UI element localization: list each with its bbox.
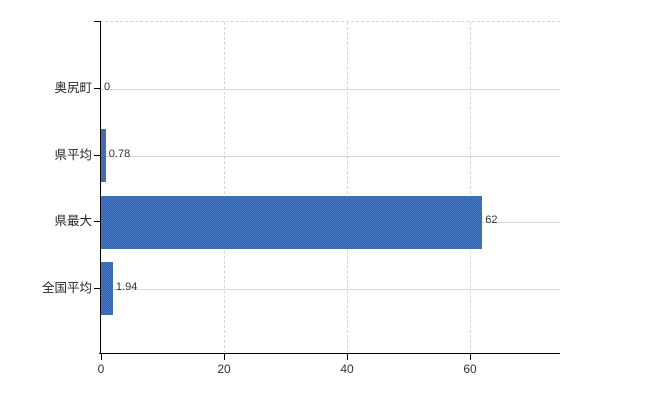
value-label: 0.78 [108, 147, 131, 160]
bar [101, 262, 113, 316]
x-axis-line [99, 353, 560, 354]
category-label: 全国平均 [41, 280, 92, 295]
y-axis-tick [94, 221, 100, 223]
horizontal-gridline [100, 89, 560, 90]
x-axis-tick-label: 40 [340, 362, 354, 376]
x-axis-tick [101, 354, 102, 360]
category-label: 奥尻町 [54, 81, 92, 95]
x-axis-tick-label: 0 [97, 362, 105, 376]
vertical-gridline [224, 22, 225, 353]
value-label: 0 [104, 81, 111, 93]
plot-area [100, 21, 560, 353]
x-axis-tick [347, 354, 348, 360]
value-label: 62 [485, 214, 498, 227]
horizontal-gridline [100, 288, 560, 290]
y-axis-tick [94, 154, 100, 156]
bar [101, 129, 106, 183]
x-axis-tick-label: 60 [463, 362, 477, 376]
y-axis-tick [94, 287, 100, 289]
vertical-gridline [470, 22, 471, 353]
bar [101, 195, 483, 249]
y-axis-tick [94, 88, 100, 89]
category-label: 県最大 [54, 214, 92, 229]
category-label: 県平均 [54, 147, 92, 162]
x-axis-tick [470, 354, 471, 360]
value-label: 1.94 [115, 280, 138, 293]
horizontal-gridline [100, 155, 560, 157]
y-axis-tick [94, 21, 100, 22]
x-axis-tick-label: 20 [217, 362, 231, 376]
x-axis-tick [224, 354, 225, 360]
vertical-gridline [347, 22, 348, 353]
y-axis-line [100, 21, 101, 354]
